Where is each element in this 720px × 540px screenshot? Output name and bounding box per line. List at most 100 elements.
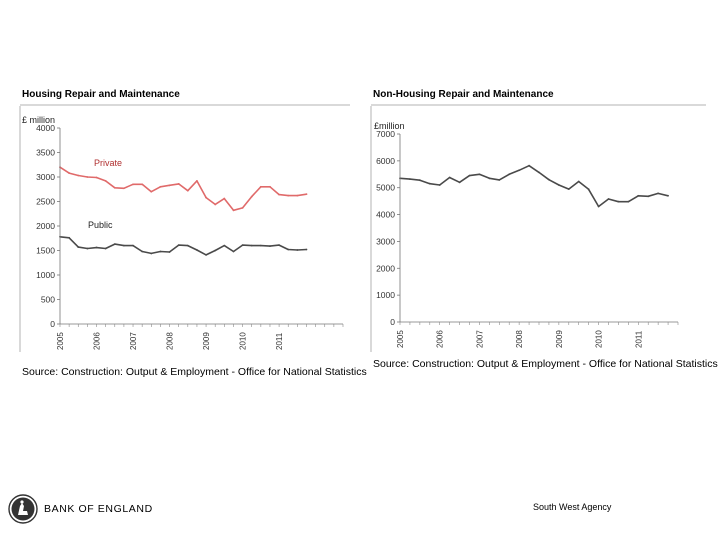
data-point — [123, 187, 125, 190]
data-point — [259, 185, 262, 188]
y-tick-label: 7000 — [376, 129, 395, 139]
data-point — [538, 171, 540, 174]
data-point — [250, 195, 253, 198]
x-tick-label: 2010 — [595, 330, 604, 348]
right-line-chart: £million 0 1000 2000 3000 4000 5000 6000 7000 200… — [374, 121, 679, 348]
data-point — [177, 182, 180, 185]
y-tick-label: 4000 — [36, 123, 55, 133]
data-point — [409, 178, 411, 181]
data-point — [438, 184, 441, 186]
data-point — [305, 248, 308, 251]
data-point — [113, 186, 116, 189]
left-source-note: Source: Construction: Output & Employmen… — [22, 366, 367, 378]
data-point — [259, 244, 262, 247]
data-point — [518, 169, 521, 172]
data-point — [159, 250, 162, 253]
bank-logo-block: BANK OF ENGLAND — [8, 494, 153, 524]
data-point — [587, 188, 590, 191]
data-point — [196, 249, 198, 251]
data-point — [205, 196, 207, 199]
y-tick-label: 4000 — [376, 210, 395, 220]
data-point — [498, 179, 501, 181]
data-point — [478, 173, 481, 176]
data-point — [557, 184, 560, 186]
y-tick-label: 2000 — [36, 221, 55, 231]
data-point — [214, 203, 217, 206]
data-point — [232, 250, 235, 253]
data-point — [305, 193, 308, 196]
y-axis-unit-label: £million — [374, 121, 405, 131]
data-point — [287, 248, 290, 251]
data-point — [241, 206, 244, 209]
data-point — [577, 180, 580, 183]
data-point — [657, 192, 660, 195]
x-tick-label: 2005 — [56, 332, 65, 350]
y-tick-label: 500 — [41, 295, 55, 305]
data-point — [132, 244, 134, 247]
data-point — [428, 182, 431, 185]
y-tick-label: 3000 — [376, 236, 395, 246]
data-point — [448, 176, 451, 179]
x-tick-label: 2006 — [93, 332, 102, 350]
data-point — [627, 200, 630, 203]
right-title-divider — [371, 104, 706, 106]
x-tick-label: 2009 — [555, 330, 564, 348]
data-point — [528, 164, 530, 167]
data-point — [232, 209, 235, 212]
organisation-name: BANK OF ENGLAND — [44, 503, 153, 515]
data-point — [278, 193, 280, 196]
y-tick-label: 3000 — [36, 172, 55, 182]
data-point — [205, 254, 207, 256]
data-point — [269, 185, 271, 188]
y-tick-label: 2500 — [36, 197, 55, 207]
x-tick-label: 2008 — [166, 332, 175, 350]
data-point — [123, 244, 125, 247]
data-point — [186, 244, 189, 247]
y-tick-label: 1500 — [36, 246, 55, 256]
y-tick-label: 1000 — [36, 270, 55, 280]
data-point — [597, 205, 600, 208]
britannia-seal-icon — [8, 494, 38, 524]
data-point — [104, 180, 107, 182]
series-line-non-housing — [399, 164, 669, 208]
data-point — [223, 244, 226, 247]
right-chart-border — [370, 106, 372, 352]
data-point — [150, 190, 153, 193]
data-point — [214, 249, 217, 252]
x-tick-label: 2010 — [239, 332, 248, 350]
left-chart-title: Housing Repair and Maintenance — [22, 89, 180, 100]
data-point — [113, 243, 116, 246]
data-point — [296, 249, 299, 251]
y-axis-unit-label: £ million — [22, 115, 55, 125]
data-point — [241, 244, 244, 247]
data-point — [150, 252, 153, 255]
series-label: Private — [94, 158, 122, 168]
data-point — [278, 244, 280, 247]
data-point — [296, 194, 299, 197]
data-point — [269, 245, 271, 247]
data-point — [77, 174, 80, 177]
data-point — [168, 184, 171, 187]
data-point — [287, 194, 290, 197]
data-point — [141, 250, 144, 253]
data-point — [468, 174, 471, 177]
y-tick-label: 0 — [390, 317, 395, 327]
left-title-divider — [20, 104, 350, 106]
y-tick-label: 3500 — [36, 148, 55, 158]
data-point — [647, 195, 650, 198]
y-tick-label: 0 — [50, 319, 55, 329]
data-point — [177, 244, 180, 247]
data-point — [95, 246, 98, 249]
data-point — [141, 183, 144, 186]
data-point — [617, 200, 620, 203]
data-point — [95, 176, 98, 179]
series-line-public — [59, 236, 307, 256]
y-tick-label: 6000 — [376, 156, 395, 166]
data-point — [132, 183, 134, 186]
data-point — [548, 178, 550, 181]
data-point — [86, 247, 89, 250]
x-tick-label: 2011 — [275, 332, 284, 350]
y-tick-label: 5000 — [376, 183, 395, 193]
right-source-note: Source: Construction: Output & Employmen… — [373, 358, 718, 370]
plot-area — [59, 166, 308, 256]
